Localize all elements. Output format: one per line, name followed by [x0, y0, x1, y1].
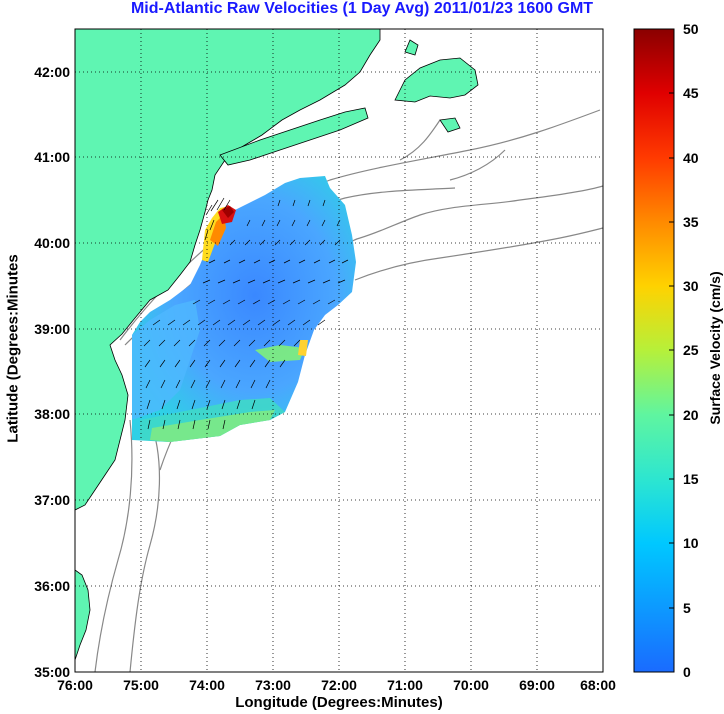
- land: [75, 29, 479, 661]
- y-tick-labels: 42:00 41:00 40:00 39:00 38:00 37:00 36:0…: [34, 64, 70, 680]
- colorbar-tick-label: 15: [683, 471, 699, 487]
- y-tick-label: 36:00: [34, 578, 70, 594]
- colorbar-tick-label: 35: [683, 214, 699, 230]
- colorbar-tick-label: 40: [683, 150, 699, 166]
- colorbar-tick-label: 0: [683, 664, 691, 680]
- y-axis-label: Latitude (Degrees:Minutes: [4, 254, 22, 443]
- y-tick-label: 38:00: [34, 406, 70, 422]
- colorbar-tick-label: 5: [683, 600, 691, 616]
- x-tick-label: 74:00: [189, 677, 225, 693]
- x-tick-label: 72:00: [321, 677, 357, 693]
- colorbar-tick-labels: 50 45 40 35 30 25 20 15 10 5 0: [683, 21, 699, 680]
- colorbar-tick-label: 20: [683, 407, 699, 423]
- colorbar-tick-label: 25: [683, 342, 699, 358]
- colorbar: [633, 28, 675, 673]
- x-axis-label: Longitude (Degrees:Minutes): [235, 694, 443, 711]
- x-tick-label: 68:00: [580, 677, 616, 693]
- x-tick-label: 70:00: [453, 677, 489, 693]
- colorbar-ticks: [669, 28, 674, 673]
- y-tick-label: 35:00: [34, 664, 70, 680]
- grid: [75, 29, 603, 672]
- x-tick-label: 69:00: [519, 677, 555, 693]
- velocity-vectors: [143, 197, 349, 430]
- y-tick-label: 41:00: [34, 149, 70, 165]
- y-tick-label: 39:00: [34, 321, 70, 337]
- colorbar-tick-label: 30: [683, 278, 699, 294]
- chart-title: Mid-Atlantic Raw Velocities (1 Day Avg) …: [130, 0, 594, 17]
- y-tick-label: 37:00: [34, 492, 70, 508]
- colorbar-tick-label: 45: [683, 85, 699, 101]
- colorbar-tick-label: 50: [683, 21, 699, 37]
- y-tick-label: 40:00: [34, 235, 70, 251]
- x-tick-label: 75:00: [123, 677, 159, 693]
- x-tick-label: 73:00: [255, 677, 291, 693]
- x-tick-labels: 76:00 75:00 74:00 73:00 72:00 71:00 70:0…: [57, 677, 616, 693]
- x-tick-label: 71:00: [387, 677, 423, 693]
- colorbar-label: Surface Velocity (cm/s): [707, 271, 723, 425]
- velocity-field: [132, 176, 356, 442]
- plot-frame: [74, 28, 604, 673]
- y-tick-label: 42:00: [34, 64, 70, 80]
- colorbar-tick-label: 10: [683, 535, 699, 551]
- x-tick-label: 76:00: [57, 677, 93, 693]
